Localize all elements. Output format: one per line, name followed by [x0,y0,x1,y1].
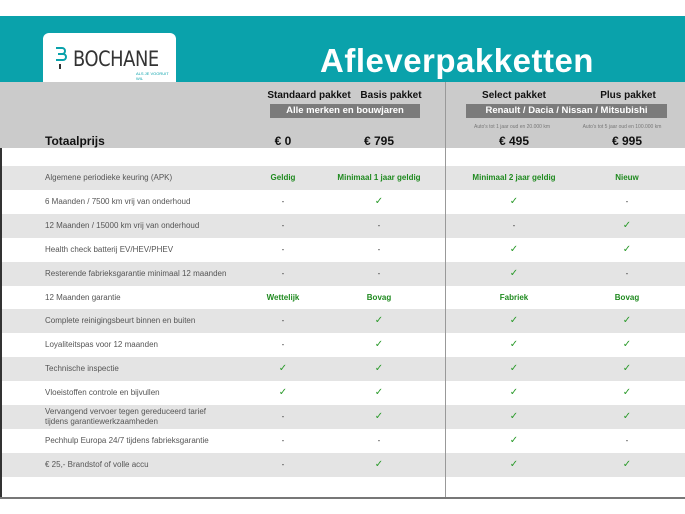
value-cell: Bovag [366,292,392,302]
table-row: 12 Maanden / 15000 km vrij van onderhoud… [0,213,685,238]
check-icon: ✓ [622,363,632,375]
dash-cell: - [281,340,285,350]
table-row: Pechhulp Europa 24/7 tijdens fabrieksgar… [0,429,685,453]
band-all-brands: Alle merken en bouwjaren [270,104,420,118]
check-icon: ✓ [509,363,519,375]
check-icon: ✓ [374,363,384,375]
check-icon: ✓ [509,434,519,446]
table-row: 6 Maanden / 7500 km vrij van onderhoud - ✓… [0,190,685,214]
dash-cell: - [281,244,285,254]
row-label: Health check batterij EV/HEV/PHEV [45,244,174,254]
check-icon: ✓ [374,458,384,470]
value-cell: Minimaal 2 jaar geldig [472,173,556,182]
value-cell: Geldig [270,173,296,182]
check-icon: ✓ [509,195,519,207]
check-icon: ✓ [509,458,519,470]
dash-cell: - [281,268,285,278]
row-label: € 25,- Brandstof of volle accu [45,459,149,469]
column-divider [445,82,446,498]
row-label: 12 Maanden / 15000 km vrij van onderhoud [45,220,200,230]
dash-cell: - [281,412,285,421]
plus-note: Auto's tot 5 jaar oud en 100.000 km [582,124,662,130]
row-label: 12 Maanden garantie [45,292,121,302]
table-row: Vervangend vervoer tegen gereduceerd tar… [0,405,685,429]
row-label: Resterende fabrieksgarantie minimaal 12 … [45,268,227,278]
dash-cell: - [512,220,516,230]
row-label: Pechhulp Europa 24/7 tijdens fabrieksgar… [45,435,209,445]
table-row: Resterende fabrieksgarantie minimaal 12 … [0,261,685,286]
value-cell: Minimaal 1 jaar geldig [337,173,421,182]
column-basis: Basis pakket [360,90,422,101]
check-icon: ✓ [622,315,632,327]
table-row: 12 Maanden garantie Wettelijk Bovag Fabriek… [0,286,685,310]
table-row: Health check batterij EV/HEV/PHEV - - ✓ ✓ [0,238,685,262]
row-label: Technische inspectie [45,364,119,374]
logo-mark-icon [56,47,67,69]
dash-cell: - [625,268,629,278]
check-icon: ✓ [509,339,519,351]
check-icon: ✓ [509,411,519,422]
value-cell: Wettelijk [266,292,300,302]
check-icon: ✓ [374,387,384,399]
logo-text: BOCHANE [73,47,159,71]
dash-cell: - [281,316,285,326]
row-label: Vervangend vervoer tegen gereduceerd tar… [45,407,206,426]
dash-cell: - [377,244,381,254]
table-bottom-border [0,497,685,499]
check-icon: ✓ [622,387,632,399]
check-icon: ✓ [622,219,632,231]
price-standaard: € 0 [274,134,292,148]
row-label: Algemene periodieke keuring (APK) [45,173,173,182]
value-cell: Nieuw [615,173,639,182]
column-standaard: Standaard pakket [267,90,351,101]
check-icon: ✓ [278,387,288,399]
check-icon: ✓ [374,411,384,422]
dash-cell: - [625,435,629,445]
column-select: Select pakket [482,90,546,101]
price-plus: € 995 [611,134,643,148]
column-plus: Plus pakket [600,90,656,101]
dash-cell: - [377,220,381,230]
check-icon: ✓ [278,363,288,375]
table-row: Algemene periodieke keuring (APK) Geldig M… [0,166,685,190]
select-note: Auto's tot 1 jaar oud en 20.000 km [473,124,551,130]
check-icon: ✓ [622,458,632,470]
dash-cell: - [281,196,285,206]
check-icon: ✓ [374,195,384,207]
value-cell: Bovag [614,292,640,302]
row-label: Loyaliteitspas voor 12 maanden [45,340,158,350]
dash-cell: - [281,435,285,445]
check-icon: ✓ [509,315,519,327]
price-select: € 495 [498,134,530,148]
dash-cell: - [625,196,629,206]
table-row: Vloeistoffen controle en bijvullen ✓ ✓ ✓ ✓ [0,381,685,405]
check-icon: ✓ [509,387,519,399]
header-banner: BOCHANE ALS JE VOORUIT WIL Afleverpakket… [0,16,685,93]
row-label: Complete reinigingsbeurt binnen en buite… [45,316,196,326]
table-row: Loyaliteitspas voor 12 maanden - ✓ ✓ ✓ [0,333,685,357]
row-label: 6 Maanden / 7500 km vrij van onderhoud [45,196,191,206]
check-icon: ✓ [374,339,384,351]
table-row: € 25,- Brandstof of volle accu - ✓ ✓ ✓ [0,452,685,477]
page-title: Afleverpakketten [320,42,594,79]
value-cell: Fabriek [499,292,529,302]
total-label: Totaalprijs [45,134,105,148]
check-icon: ✓ [509,267,519,279]
check-icon: ✓ [374,315,384,327]
row-label: Vloeistoffen controle en bijvullen [45,388,160,398]
dash-cell: - [377,268,381,278]
dash-cell: - [281,459,285,469]
price-basis: € 795 [363,134,395,148]
dash-cell: - [377,435,381,445]
check-icon: ✓ [622,243,632,255]
band-brands: Renault / Dacia / Nissan / Mitsubishi [466,104,667,118]
table-left-border [0,148,2,498]
check-icon: ✓ [509,243,519,255]
logo-tagline: ALS JE VOORUIT WIL [136,71,169,81]
table-row: Complete reinigingsbeurt binnen en buite… [0,309,685,334]
table-row: Technische inspectie ✓ ✓ ✓ ✓ [0,357,685,382]
check-icon: ✓ [622,339,632,351]
check-icon: ✓ [622,411,632,422]
dash-cell: - [281,220,285,230]
